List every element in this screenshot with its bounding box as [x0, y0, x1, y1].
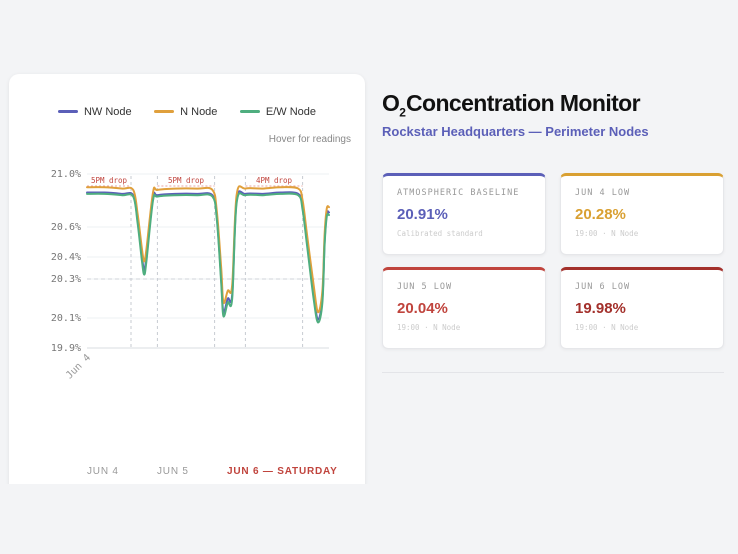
series-line-n — [86, 185, 330, 314]
stat-card-baseline: ATMOSPHERIC BASELINE 20.91% Calibrated s… — [382, 173, 546, 255]
legend-swatch-nw — [57, 110, 78, 113]
chart-legend: NW Node N Node E/W Node — [9, 100, 365, 118]
legend-label-ew: E/W Node — [265, 105, 317, 118]
legend-item-nw[interactable]: NW Node — [57, 105, 132, 118]
annotation-label: 4PM drop — [256, 176, 293, 185]
y-tick-label: 20.3% — [51, 274, 81, 285]
legend-label-nw: NW Node — [83, 105, 132, 118]
y-tick-label: 20.4% — [51, 252, 81, 263]
stat-value: 20.91% — [397, 206, 448, 223]
line-chart[interactable]: 21.0% 20.6% 20.4% 20.3% 20.1% 19.9% 5PM drop 5P… — [9, 74, 365, 494]
day-label-jun6[interactable]: JUN 6 — SATURDAY — [227, 466, 338, 477]
stat-value: 20.28% — [575, 206, 626, 223]
stat-sub: Calibrated standard — [397, 229, 483, 238]
legend-swatch-n — [154, 110, 175, 113]
stat-sub: 19:00 · N Node — [397, 323, 461, 332]
section-divider — [382, 372, 724, 373]
stat-value: 19.98% — [575, 300, 626, 317]
annotation-label: 5PM drop — [91, 176, 128, 185]
bottom-band — [0, 484, 738, 554]
series-line-ew — [86, 192, 330, 324]
stat-label: JUN 5 LOW — [397, 282, 453, 292]
stat-sub: 19:00 · N Node — [575, 229, 639, 238]
legend-swatch-ew — [239, 110, 260, 113]
stat-label: ATMOSPHERIC BASELINE — [397, 188, 520, 198]
chart-card: NW Node N Node E/W Node Hover for readin… — [9, 74, 365, 494]
day-label-jun4[interactable]: JUN 4 — [87, 466, 119, 477]
stat-value: 20.04% — [397, 300, 448, 317]
stat-card-jun5: JUN 5 LOW 20.04% 19:00 · N Node — [382, 267, 546, 349]
y-tick-label: 19.9% — [51, 343, 81, 354]
y-tick-label: 21.0% — [51, 169, 81, 180]
annotation-label: 5PM drop — [168, 176, 205, 185]
stat-label: JUN 4 LOW — [575, 188, 631, 198]
y-tick-label: 20.1% — [51, 313, 81, 324]
series-line-nw — [86, 190, 330, 321]
page-subtitle: Rockstar Headquarters — Perimeter Nodes — [382, 124, 649, 139]
title-o: O — [382, 90, 400, 116]
stat-sub: 19:00 · N Node — [575, 323, 639, 332]
day-label-jun5[interactable]: JUN 5 — [157, 466, 189, 477]
x-tick-label: Jun 4 — [64, 352, 93, 381]
stat-card-jun6: JUN 6 LOW 19.98% 19:00 · N Node — [560, 267, 724, 349]
hover-hint: Hover for readings — [268, 134, 351, 145]
legend-label-n: N Node — [180, 105, 218, 118]
legend-item-n[interactable]: N Node — [154, 106, 217, 118]
title-subscript: 2 — [399, 105, 406, 120]
stat-label: JUN 6 LOW — [575, 282, 631, 292]
legend-item-ew[interactable]: E/W Node — [239, 105, 317, 118]
stat-card-jun4: JUN 4 LOW 20.28% 19:00 · N Node — [560, 173, 724, 255]
y-tick-label: 20.6% — [51, 222, 81, 233]
title-rest: Concentration Monitor — [405, 90, 641, 116]
page-title: O2Concentration Monitor — [382, 90, 641, 120]
